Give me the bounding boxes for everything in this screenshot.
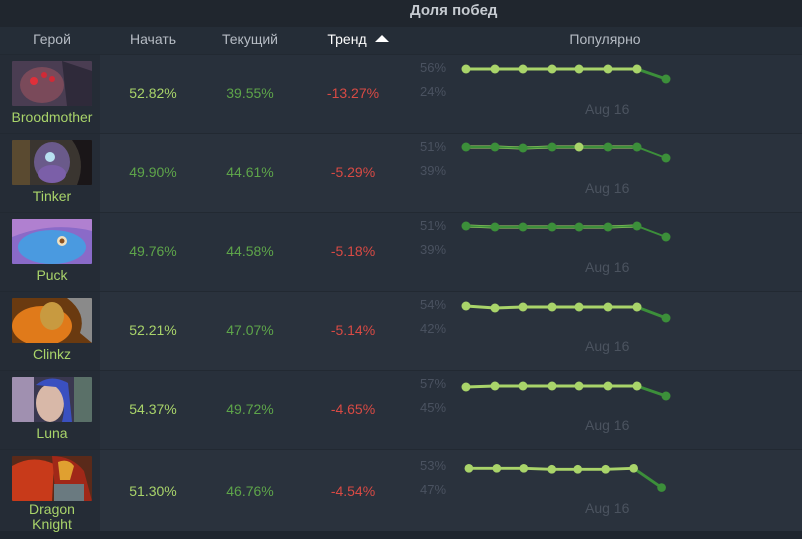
hero-name[interactable]: Tinker — [32, 188, 72, 204]
table-row[interactable]: Dragon Knight 51.30% 46.76% -4.54% 53% 4… — [0, 449, 802, 531]
hero-portrait-tinker[interactable] — [12, 140, 92, 185]
current-winrate: 44.61% — [226, 164, 274, 180]
current-winrate: 44.58% — [226, 243, 274, 259]
current-winrate: 49.72% — [226, 401, 274, 417]
hero-portrait-dragon-knight[interactable] — [12, 456, 92, 501]
x-date-label: Aug 16 — [585, 259, 630, 275]
current-winrate: 47.07% — [226, 322, 274, 338]
hero-portrait-broodmother[interactable] — [12, 61, 92, 106]
current-winrate: 39.55% — [226, 85, 274, 101]
start-winrate: 49.90% — [129, 164, 177, 180]
sparkline-chart[interactable] — [415, 371, 675, 450]
hero-cell[interactable]: Broodmother — [0, 55, 100, 133]
sparkline-chart[interactable] — [415, 450, 675, 529]
y-max-label: 57% — [420, 376, 447, 391]
current-winrate: 46.76% — [226, 483, 274, 499]
y-max-label: 56% — [420, 60, 447, 75]
y-min-label: 39% — [420, 242, 447, 257]
sparkline-chart[interactable] — [415, 292, 675, 371]
column-header-trend[interactable]: Тренд — [318, 31, 398, 47]
table-row[interactable]: Broodmother 52.82% 39.55% -13.27% 56% 24… — [0, 54, 802, 133]
x-date-label: Aug 16 — [585, 417, 630, 433]
hero-portrait-clinkz[interactable] — [12, 298, 92, 343]
hero-name[interactable]: Puck — [36, 267, 68, 283]
trend-value: -13.27% — [326, 85, 380, 101]
y-min-label: 47% — [420, 482, 447, 497]
column-header-popular[interactable]: Популярно — [569, 31, 641, 47]
start-winrate: 52.82% — [129, 85, 177, 101]
start-winrate: 54.37% — [129, 401, 177, 417]
sparkline-chart[interactable] — [415, 134, 675, 213]
table-row[interactable]: Tinker 49.90% 44.61% -5.29% 51% 39% Aug … — [0, 133, 802, 212]
trend-value: -5.18% — [330, 243, 376, 259]
x-date-label: Aug 16 — [585, 180, 630, 196]
hero-name-line1[interactable]: Dragon — [29, 501, 75, 517]
hero-name[interactable]: Luna — [36, 425, 68, 441]
trend-value: -5.29% — [330, 164, 376, 180]
x-date-label: Aug 16 — [585, 500, 630, 516]
y-max-label: 51% — [420, 139, 447, 154]
start-winrate: 52.21% — [129, 322, 177, 338]
section-title-bar: Доля побед — [0, 0, 802, 27]
hero-name-line2[interactable]: Knight — [32, 516, 72, 532]
column-header-trend-label: Тренд — [327, 31, 367, 47]
start-winrate: 49.76% — [129, 243, 177, 259]
trend-value: -5.14% — [330, 322, 376, 338]
table-row[interactable]: Puck 49.76% 44.58% -5.18% 51% 39% Aug 16 — [0, 212, 802, 291]
hero-cell[interactable]: Puck — [0, 213, 100, 291]
table-header: Герой Начать Текущий Тренд Популярно — [0, 27, 802, 54]
y-min-label: 45% — [420, 400, 447, 415]
trend-value: -4.54% — [330, 483, 376, 499]
hero-name[interactable]: Clinkz — [32, 346, 72, 362]
y-max-label: 51% — [420, 218, 447, 233]
hero-portrait-luna[interactable] — [12, 377, 92, 422]
hero-cell[interactable]: Luna — [0, 371, 100, 449]
column-header-start[interactable]: Начать — [129, 31, 177, 47]
trend-value: -4.65% — [330, 401, 376, 417]
table-row[interactable]: Clinkz 52.21% 47.07% -5.14% 54% 42% Aug … — [0, 291, 802, 370]
hero-cell[interactable]: Dragon Knight — [0, 450, 100, 531]
x-date-label: Aug 16 — [585, 101, 630, 117]
column-header-current[interactable]: Текущий — [222, 31, 278, 47]
hero-cell[interactable]: Clinkz — [0, 292, 100, 370]
sparkline-chart[interactable] — [415, 213, 675, 292]
sparkline-chart[interactable] — [415, 55, 675, 134]
x-date-label: Aug 16 — [585, 338, 630, 354]
start-winrate: 51.30% — [129, 483, 177, 499]
hero-name[interactable]: Broodmother — [11, 109, 93, 125]
y-min-label: 24% — [420, 84, 447, 99]
y-min-label: 39% — [420, 163, 447, 178]
y-max-label: 53% — [420, 458, 447, 473]
hero-cell[interactable]: Tinker — [0, 134, 100, 212]
y-max-label: 54% — [420, 297, 447, 312]
hero-portrait-puck[interactable] — [12, 219, 92, 264]
section-title: Доля побед — [410, 2, 498, 19]
table-row[interactable]: Luna 54.37% 49.72% -4.65% 57% 45% Aug 16 — [0, 370, 802, 449]
y-min-label: 42% — [420, 321, 447, 336]
sort-ascending-icon — [374, 35, 389, 42]
column-header-hero[interactable]: Герой — [33, 31, 71, 47]
